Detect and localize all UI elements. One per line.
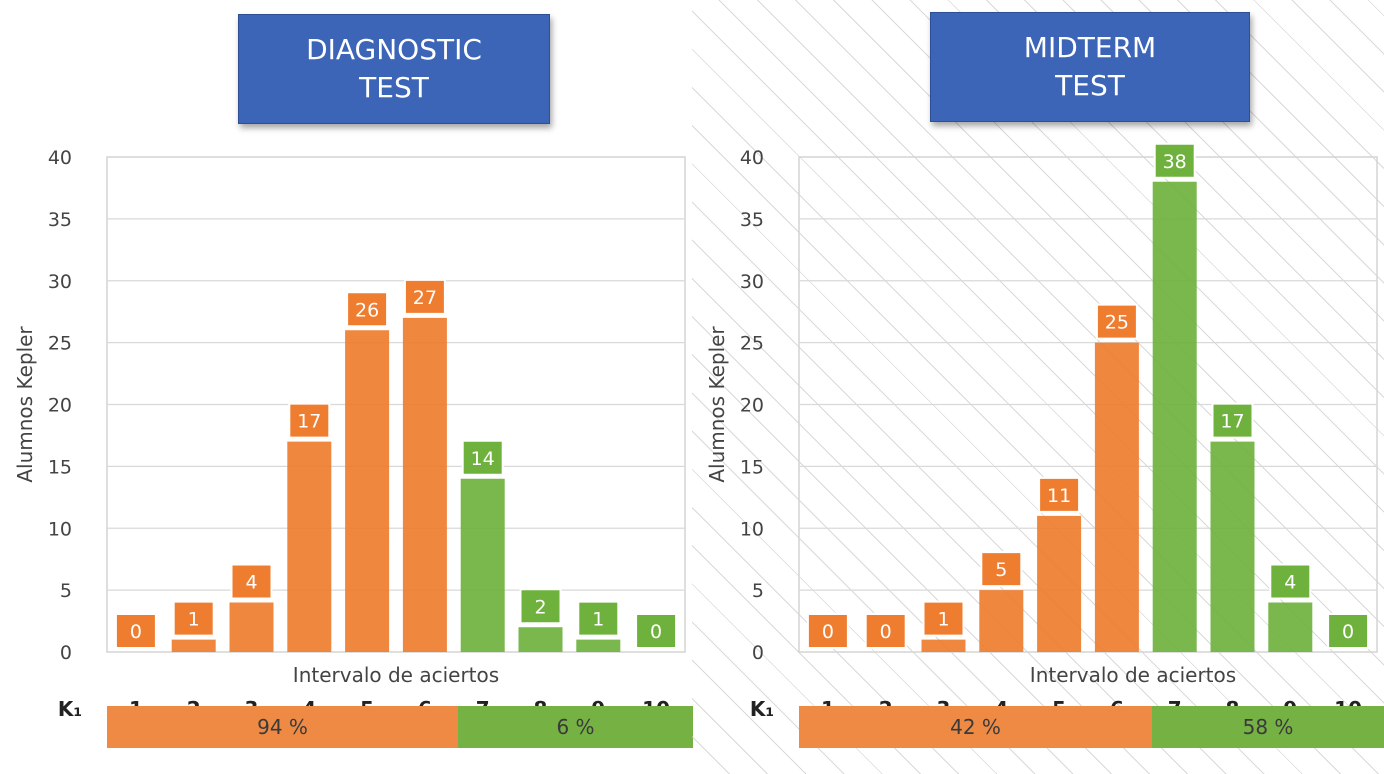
data-label-box [864, 613, 907, 649]
bar [518, 627, 563, 652]
x-axis-label: Intervalo de aciertos [293, 663, 499, 687]
data-label: 11 [1047, 485, 1071, 507]
data-label-box [346, 291, 389, 328]
data-label: 1 [592, 609, 604, 631]
x-axis-label: Intervalo de aciertos [1030, 663, 1236, 687]
data-label: 4 [245, 572, 257, 594]
data-label: 0 [822, 621, 834, 643]
bar [979, 590, 1024, 652]
chart-title-line1: MIDTERM [1023, 31, 1157, 64]
data-label: 2 [534, 596, 546, 618]
y-tick-label: 40 [740, 147, 764, 169]
data-label: 14 [471, 448, 495, 470]
data-label-box [1038, 476, 1081, 513]
bar [1210, 441, 1255, 652]
y-tick-label: 10 [48, 518, 72, 540]
bar [345, 330, 390, 652]
y-tick-label: 20 [48, 395, 72, 417]
data-label-box [519, 588, 562, 625]
data-label: 0 [880, 621, 892, 643]
data-label: 0 [650, 621, 662, 643]
data-label: 4 [1284, 572, 1296, 594]
data-label-box [461, 439, 504, 476]
data-label: 38 [1163, 151, 1187, 173]
chart-title-line2: TEST [359, 71, 429, 104]
pct-low-label: 42 % [950, 715, 1001, 739]
data-label: 25 [1105, 312, 1129, 334]
bar [1268, 602, 1313, 652]
data-label: 1 [937, 609, 949, 631]
y-tick-label: 5 [60, 580, 72, 602]
bar [1094, 342, 1139, 652]
pct-low-bar: 42 % [799, 706, 1152, 748]
data-label-box [403, 278, 446, 315]
data-label: 17 [1220, 411, 1244, 433]
bar [402, 317, 447, 652]
y-axis-label: Alumnos Kepler [705, 326, 729, 483]
pct-low-label: 94 % [257, 715, 308, 739]
data-label-box [635, 613, 678, 649]
y-axis-label: Alumnos Kepler [13, 326, 37, 483]
y-tick-label: 5 [752, 580, 764, 602]
pct-high-label: 6 % [556, 715, 595, 739]
data-label: 1 [188, 609, 200, 631]
bar [576, 639, 621, 652]
data-label-box [1095, 303, 1138, 340]
data-label-box [922, 600, 965, 637]
y-tick-label: 10 [740, 518, 764, 540]
data-label-box [230, 563, 273, 600]
y-tick-label: 35 [740, 209, 764, 231]
data-label-box [577, 600, 620, 637]
y-tick-label: 15 [48, 456, 72, 478]
y-tick-label: 35 [48, 209, 72, 231]
chart-title-line2: TEST [1055, 69, 1125, 102]
data-label-box [114, 613, 157, 649]
data-label: 17 [297, 411, 321, 433]
bar [287, 441, 332, 652]
pct-high-label: 58 % [1242, 715, 1294, 739]
bar [171, 639, 216, 652]
data-label-box [980, 551, 1023, 588]
pct-high-bar: 58 % [1152, 706, 1384, 748]
pct-low-bar: 94 % [107, 706, 458, 748]
data-label-box [1327, 613, 1370, 649]
data-label: 26 [355, 299, 379, 321]
data-label: 27 [413, 287, 437, 309]
data-label-box [806, 613, 849, 649]
pct-high-bar: 6 % [458, 706, 693, 748]
chart-title-line1: DIAGNOSTIC [306, 33, 482, 66]
y-tick-label: 0 [60, 642, 72, 664]
y-tick-label: 20 [740, 395, 764, 417]
bar [229, 602, 274, 652]
bar [460, 478, 505, 652]
data-label-box [1211, 402, 1254, 439]
diagnostic-test-panel: DIAGNOSTIC TEST 0 5 10 15 20 25 30 35 40 Alumnos … [13, 14, 693, 748]
k-label: K₁ [58, 697, 82, 721]
midterm-test-panel: MIDTERM TEST 0 5 10 15 20 25 30 35 40 Alumnos Kep… [692, 0, 1384, 774]
data-label: 0 [1342, 621, 1354, 643]
y-tick-label: 40 [48, 147, 72, 169]
bar [921, 639, 966, 652]
y-tick-label: 0 [752, 642, 764, 664]
chart-title-box: MIDTERM TEST [930, 12, 1250, 122]
y-tick-label: 15 [740, 456, 764, 478]
y-tick-label: 25 [48, 333, 72, 355]
data-label-box [1269, 563, 1312, 600]
y-tick-label: 30 [740, 271, 764, 293]
data-label-box [288, 402, 331, 439]
y-tick-label: 25 [740, 333, 764, 355]
bar [1037, 515, 1082, 652]
data-label-box [1153, 142, 1196, 179]
data-label-box [172, 600, 215, 637]
bar [1152, 181, 1197, 652]
data-label: 0 [130, 621, 142, 643]
chart-title-box: DIAGNOSTIC TEST [238, 14, 550, 124]
k-label: K₁ [750, 697, 774, 721]
y-tick-label: 30 [48, 271, 72, 293]
data-label: 5 [995, 559, 1007, 581]
